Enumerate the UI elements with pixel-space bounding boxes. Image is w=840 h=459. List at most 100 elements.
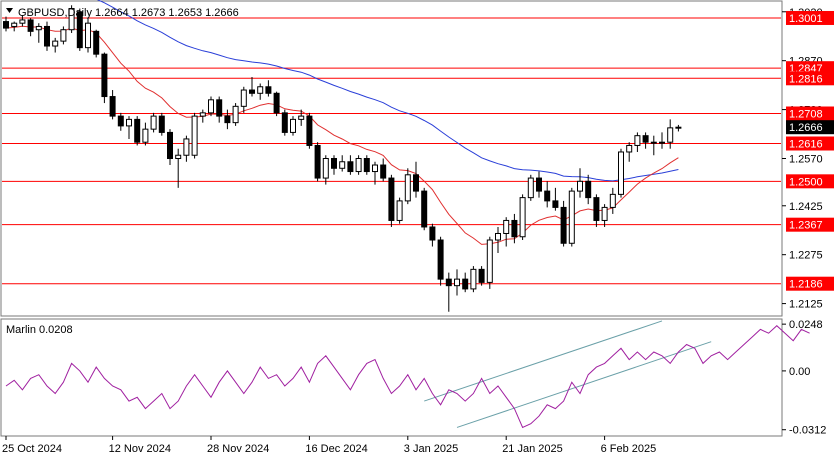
candle-body — [306, 115, 313, 146]
level-label: 1.2816 — [789, 73, 823, 85]
candle[interactable] — [568, 187, 575, 247]
candle[interactable] — [126, 116, 132, 139]
candle[interactable] — [601, 204, 608, 227]
candle[interactable] — [396, 197, 403, 224]
triangle-down-icon[interactable] — [6, 8, 13, 13]
candle[interactable] — [462, 272, 469, 293]
candle[interactable] — [519, 194, 526, 241]
candle[interactable] — [675, 124, 682, 132]
candle[interactable] — [314, 142, 321, 182]
candle[interactable] — [470, 266, 477, 293]
candle[interactable] — [68, 5, 75, 33]
candle[interactable] — [618, 148, 624, 198]
candle[interactable] — [281, 109, 288, 136]
candle-body — [634, 135, 641, 146]
candle[interactable] — [380, 158, 387, 182]
candle-body — [404, 174, 411, 202]
candle[interactable] — [85, 18, 91, 53]
candle[interactable] — [552, 187, 559, 211]
candle[interactable] — [93, 29, 100, 58]
candle[interactable] — [134, 116, 141, 146]
candle-body — [609, 193, 616, 208]
candles-layer — [3, 5, 682, 312]
candle[interactable] — [650, 135, 657, 156]
candle[interactable] — [536, 171, 542, 198]
candle[interactable] — [503, 217, 510, 247]
candle[interactable] — [527, 174, 534, 201]
candle[interactable] — [290, 116, 296, 136]
time-tick-label: 28 Nov 2024 — [207, 443, 269, 455]
candle[interactable] — [486, 236, 493, 289]
candle[interactable] — [667, 119, 674, 149]
candle[interactable] — [626, 142, 633, 162]
candle-body — [536, 177, 542, 192]
candle[interactable] — [52, 37, 59, 53]
candle-body — [626, 144, 633, 153]
candle[interactable] — [322, 155, 329, 185]
candle[interactable] — [421, 187, 428, 231]
candle[interactable] — [167, 129, 173, 166]
candle[interactable] — [257, 83, 264, 100]
candle[interactable] — [142, 122, 149, 146]
candle[interactable] — [240, 86, 247, 113]
candle[interactable] — [191, 112, 198, 159]
candle-body — [363, 158, 370, 173]
candle[interactable] — [429, 223, 436, 247]
candle[interactable] — [265, 80, 272, 97]
candle[interactable] — [27, 18, 34, 37]
candle[interactable] — [35, 23, 42, 43]
candle[interactable] — [224, 109, 231, 130]
candle[interactable] — [199, 109, 206, 123]
candle[interactable] — [117, 112, 124, 131]
candle[interactable] — [3, 16, 9, 32]
candle[interactable] — [355, 155, 362, 175]
candle[interactable] — [634, 132, 641, 152]
candle[interactable] — [249, 76, 255, 97]
candle[interactable] — [404, 168, 411, 205]
candle[interactable] — [495, 226, 501, 254]
candle[interactable] — [593, 194, 600, 227]
level-label-bg — [786, 276, 834, 291]
candle[interactable] — [560, 200, 567, 247]
candle[interactable] — [216, 96, 223, 123]
candle[interactable] — [183, 135, 190, 162]
candle[interactable] — [585, 174, 592, 205]
candle[interactable] — [642, 132, 649, 149]
candle[interactable] — [339, 155, 346, 172]
candle[interactable] — [347, 155, 354, 175]
candle[interactable] — [437, 236, 444, 286]
candle[interactable] — [388, 174, 395, 227]
candle[interactable] — [478, 266, 485, 286]
candle[interactable] — [19, 15, 26, 27]
candle[interactable] — [363, 155, 370, 175]
candle-body — [519, 197, 526, 238]
candle[interactable] — [158, 112, 165, 136]
candle[interactable] — [454, 269, 460, 296]
candle[interactable] — [544, 181, 551, 208]
candle[interactable] — [331, 155, 337, 175]
candle[interactable] — [609, 187, 616, 214]
candle-body — [85, 22, 91, 49]
candle[interactable] — [175, 148, 182, 188]
candle[interactable] — [11, 21, 18, 32]
candle[interactable] — [511, 213, 518, 244]
candle[interactable] — [273, 91, 280, 117]
candle[interactable] — [445, 272, 452, 312]
candle[interactable] — [101, 52, 108, 104]
candle[interactable] — [372, 161, 378, 185]
candle[interactable] — [109, 90, 116, 120]
candle-body — [109, 96, 116, 117]
candle[interactable] — [577, 168, 583, 198]
candle[interactable] — [150, 112, 157, 133]
candle[interactable] — [76, 8, 83, 51]
candle[interactable] — [298, 109, 305, 126]
candle[interactable] — [232, 103, 239, 126]
candle[interactable] — [306, 112, 313, 149]
candle[interactable] — [659, 132, 665, 149]
candle[interactable] — [44, 21, 50, 51]
candle[interactable] — [413, 161, 419, 198]
candle[interactable] — [60, 26, 67, 45]
candle[interactable] — [208, 96, 214, 117]
channel-upper-line[interactable] — [424, 320, 663, 402]
